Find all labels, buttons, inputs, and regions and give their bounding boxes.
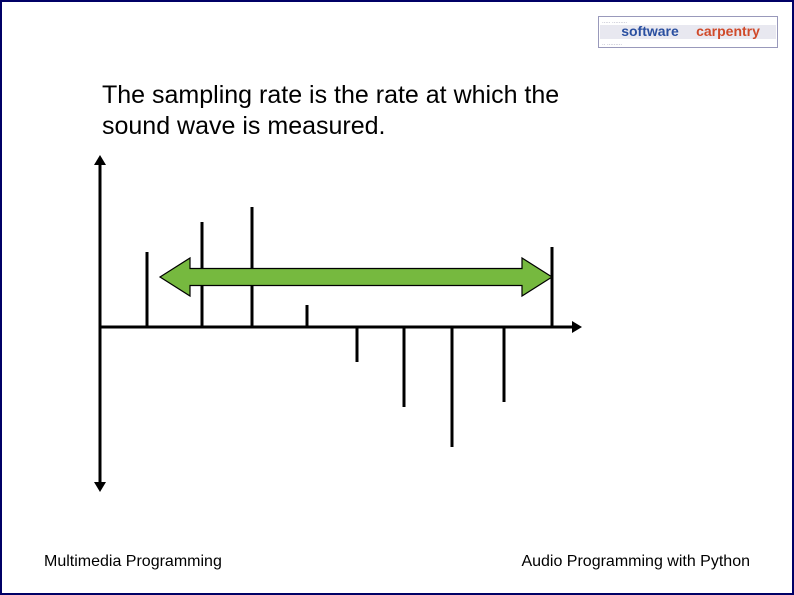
svg-text:.. .........: .. ......... xyxy=(602,41,622,47)
body-text: The sampling rate is the rate at which t… xyxy=(102,80,602,141)
software-carpentry-logo: software carpentry ..... ......... .. .....… xyxy=(598,16,778,48)
slide-frame: software carpentry ..... ......... .. .....… xyxy=(0,0,794,595)
svg-text:..... .........: ..... ......... xyxy=(602,19,627,25)
sampling-diagram xyxy=(82,147,622,507)
svg-text:carpentry: carpentry xyxy=(696,23,760,39)
footer-right: Audio Programming with Python xyxy=(521,553,750,571)
footer-left: Multimedia Programming xyxy=(44,553,222,571)
svg-text:software: software xyxy=(621,23,679,39)
